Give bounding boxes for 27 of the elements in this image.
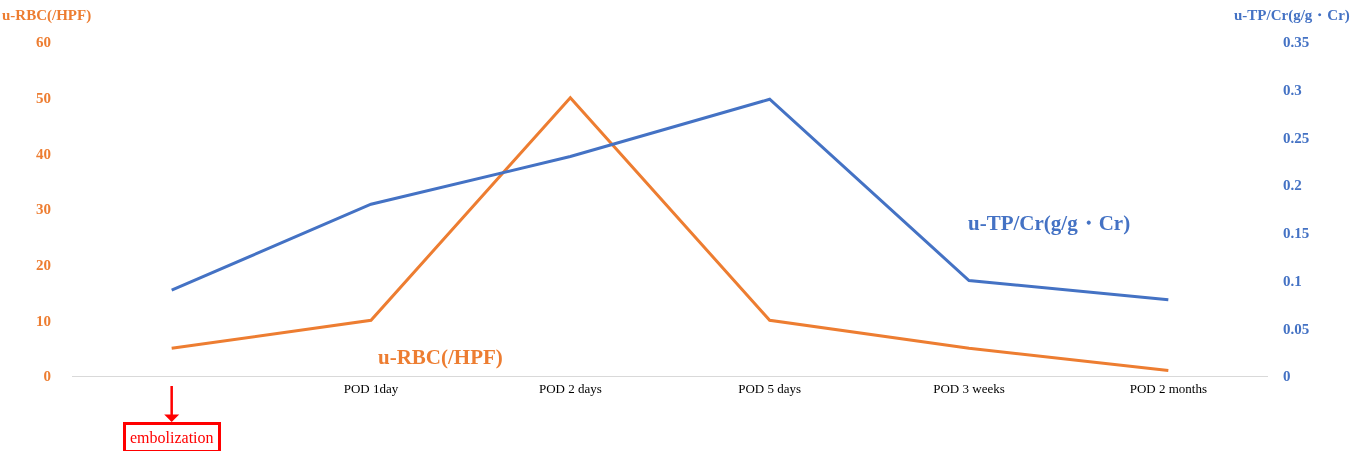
y-axis-title: u-RBC(/HPF) <box>2 7 92 24</box>
x-tick-label: POD 1day <box>343 380 399 396</box>
y2-tick-label: 0.05 <box>1283 320 1310 337</box>
y-tick-label: 40 <box>36 145 51 162</box>
y2-tick-label: 0 <box>1283 368 1291 385</box>
y-tick-label: 50 <box>36 89 51 106</box>
x-tick-label: POD 5 days <box>738 380 802 396</box>
y2-axis-title: u-TP/Cr(g/g・Cr) <box>1234 7 1350 24</box>
line-series <box>170 97 1170 302</box>
line-series <box>170 96 1170 372</box>
series-label: u-RBC(/HPF) <box>378 345 503 369</box>
x-tick-label: POD 2 months <box>1129 380 1207 396</box>
y-tick-label: 0 <box>43 368 51 385</box>
x-tick-label: POD 2 days <box>538 380 602 396</box>
text: embolization <box>130 429 214 446</box>
y-tick-label: 20 <box>36 256 51 273</box>
y2-tick-label: 0.1 <box>1283 272 1302 289</box>
y2-tick-label: 0.35 <box>1283 34 1310 51</box>
y-tick-label: 10 <box>36 312 51 329</box>
y2-tick-label: 0.3 <box>1283 81 1302 98</box>
y2-tick-label: 0.2 <box>1283 177 1302 194</box>
y2-tick-label: 0.15 <box>1283 225 1310 242</box>
y-tick-label: 60 <box>36 34 51 51</box>
y2-tick-label: 0.25 <box>1283 129 1310 146</box>
y-tick-label: 30 <box>36 201 51 218</box>
x-tick-label: POD 3 weeks <box>933 380 1005 396</box>
series-label: u-TP/Cr(g/g・Cr) <box>968 211 1131 235</box>
